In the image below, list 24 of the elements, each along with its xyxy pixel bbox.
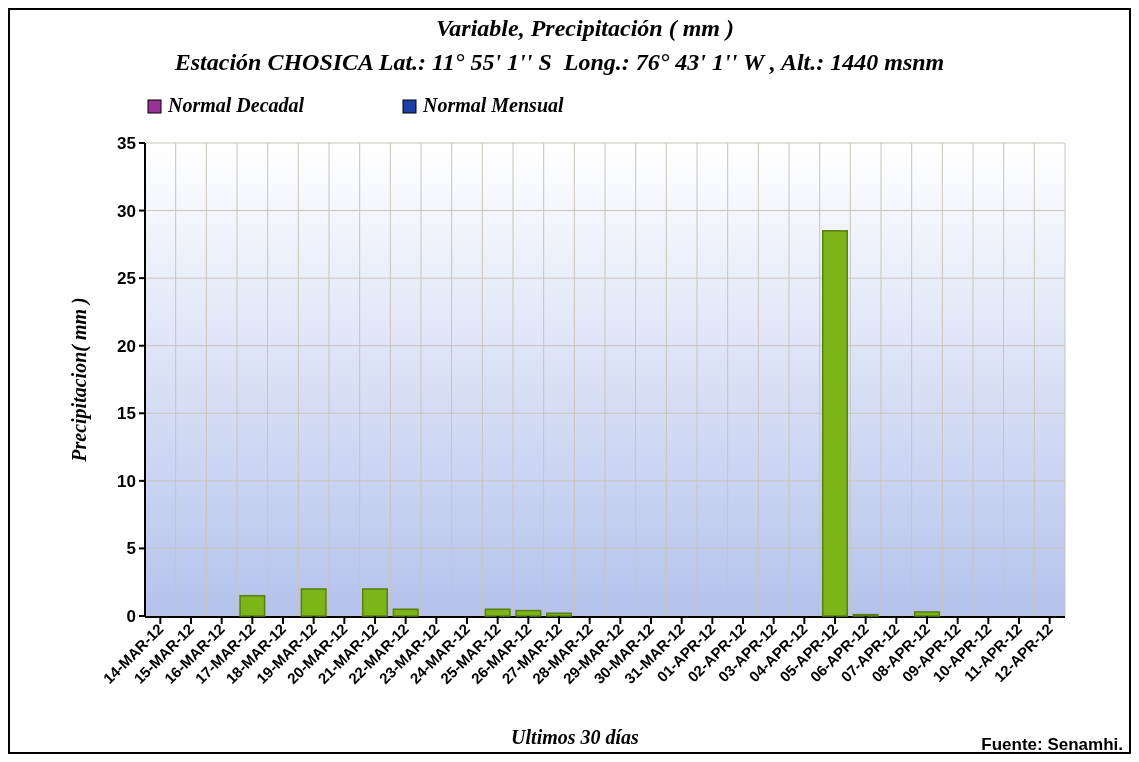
y-tick-label: 15 — [117, 404, 136, 424]
bar — [545, 612, 573, 617]
y-tick-label: 10 — [117, 471, 136, 491]
bar — [239, 594, 266, 617]
bar — [361, 588, 389, 617]
bar — [515, 609, 542, 617]
y-tick-label: 5 — [126, 539, 136, 559]
bar — [821, 230, 849, 617]
legend-label: Normal Decadal — [167, 94, 305, 116]
bar — [484, 608, 511, 617]
y-tick-label: 35 — [117, 134, 136, 153]
y-axis-title: Precipitacion( mm ) — [68, 297, 91, 463]
chart-title: Variable, Precipitación ( mm ) — [436, 15, 734, 41]
source-note: Fuente: Senamhi. — [981, 735, 1123, 754]
bar — [392, 608, 419, 617]
y-tick-label: 30 — [117, 201, 136, 221]
bar — [300, 588, 327, 617]
y-tick-label: 25 — [117, 269, 136, 289]
y-tick-label: 20 — [117, 336, 136, 356]
x-axis-title: Ultimos 30 días — [511, 726, 640, 748]
chart-subtitle: Estación CHOSICA Lat.: 11° 55' 1'' S Long.: 76° 43' 1'' W , Alt.: 1440 msnm — [173, 49, 945, 75]
bar — [913, 611, 941, 617]
legend-label: Normal Mensual — [422, 94, 565, 116]
y-tick-label: 0 — [126, 607, 136, 626]
